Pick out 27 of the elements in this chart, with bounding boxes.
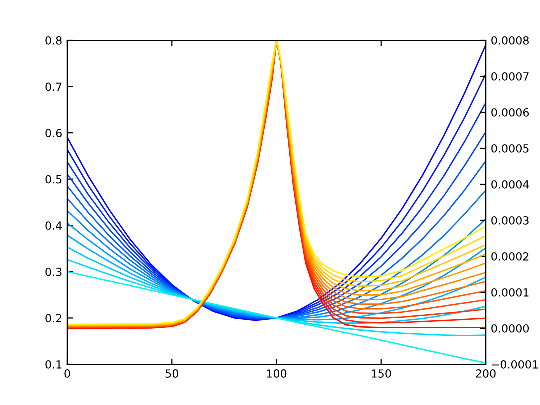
x-tick-label: 50	[166, 370, 178, 378]
y2-tick-label: 0.0002	[492, 252, 529, 261]
y-tick-label: 0.7	[46, 82, 62, 92]
y2-tick-label: 0.0000	[492, 324, 529, 333]
x-tick-label: 150	[372, 370, 392, 378]
y2-tick-label: 0.0006	[492, 108, 530, 117]
y-tick-label: 0.6	[46, 129, 62, 138]
line-series	[68, 246, 486, 324]
y-tick-label: 0.2	[46, 314, 62, 323]
x-tick-label: 0	[64, 370, 70, 378]
y2-tick-label: 0.0003	[492, 216, 529, 225]
y-tick-label: 0.3	[46, 268, 62, 276]
y2-tick-label: 0.0001	[492, 288, 529, 297]
y2-tick-label: 0.0004	[492, 180, 530, 189]
y-tick-label: 0.5	[46, 175, 62, 184]
x-tick-label: 200	[476, 370, 496, 378]
y-tick-label: 0.8	[46, 36, 62, 45]
x-tick-label: 100	[267, 370, 287, 378]
line-series	[68, 160, 486, 319]
y2-tick-label: 0.0008	[492, 36, 529, 45]
y2-tick-label: 0.0007	[492, 72, 529, 81]
y2-tick-label: −0.0001	[492, 360, 538, 369]
y2-tick-label: 0.0005	[492, 144, 529, 153]
y-tick-label: 0.4	[46, 222, 62, 230]
y-tick-label: 0.1	[46, 360, 62, 369]
line-series	[68, 259, 486, 336]
line-series	[68, 190, 486, 319]
